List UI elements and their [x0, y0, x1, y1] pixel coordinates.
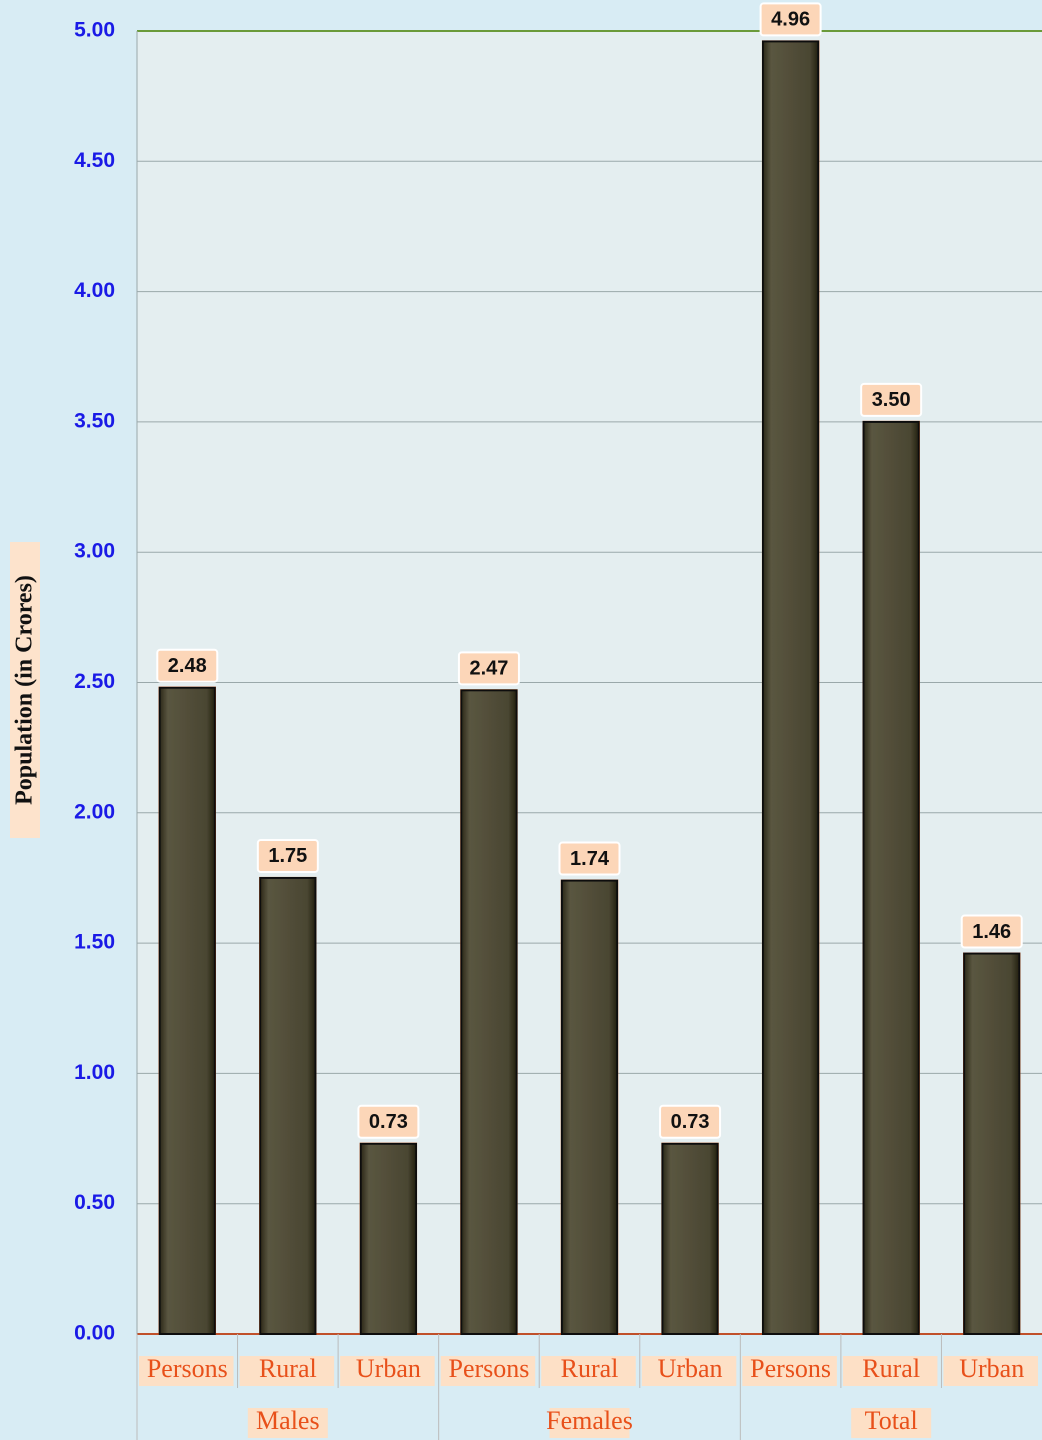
bar	[562, 881, 617, 1334]
bar	[461, 690, 516, 1334]
x-tick-label: Urban	[959, 1354, 1024, 1383]
x-tick-label: Rural	[259, 1354, 317, 1383]
x-tick-label: Persons	[750, 1354, 831, 1383]
value-label: 4.96	[771, 9, 810, 31]
x-tick-label: Urban	[356, 1354, 421, 1383]
y-tick-label: 3.50	[74, 409, 115, 432]
bar	[260, 878, 315, 1334]
value-label: 0.73	[369, 1111, 408, 1133]
x-tick-label: Persons	[448, 1354, 529, 1383]
y-tick-label: 1.00	[74, 1061, 115, 1084]
value-label: 3.50	[872, 389, 911, 411]
y-tick-label: 2.50	[74, 670, 115, 693]
value-label: 0.73	[671, 1111, 710, 1133]
group-label: Total	[865, 1406, 918, 1435]
y-tick-label: 2.00	[74, 800, 115, 823]
bar	[662, 1144, 717, 1334]
x-tick-label: Urban	[658, 1354, 723, 1383]
value-label: 1.74	[570, 848, 610, 870]
bar	[763, 41, 818, 1334]
y-axis-title: Population (in Crores)	[12, 575, 38, 805]
value-label: 2.47	[469, 658, 508, 680]
y-tick-label: 0.00	[74, 1322, 115, 1345]
bar	[864, 422, 919, 1334]
value-label: 1.75	[268, 845, 307, 867]
group-label: Males	[256, 1406, 320, 1435]
x-tick-label: Persons	[147, 1354, 228, 1383]
x-tick-label: Rural	[561, 1354, 619, 1383]
bar	[361, 1144, 416, 1334]
y-tick-label: 5.00	[74, 19, 115, 42]
value-label: 2.48	[168, 655, 207, 677]
value-label: 1.46	[972, 921, 1011, 943]
x-tick-label: Rural	[862, 1354, 920, 1383]
bar	[160, 688, 215, 1334]
group-label: Females	[546, 1406, 633, 1435]
y-tick-label: 3.00	[74, 540, 115, 563]
bar	[964, 954, 1019, 1334]
y-tick-label: 4.50	[74, 149, 115, 172]
y-tick-label: 0.50	[74, 1191, 115, 1214]
y-tick-label: 4.00	[74, 279, 115, 302]
y-tick-label: 1.50	[74, 931, 115, 954]
chart: Population (in Crores) 0.00 0.50 1.00 1.50 2…	[0, 0, 1042, 1440]
